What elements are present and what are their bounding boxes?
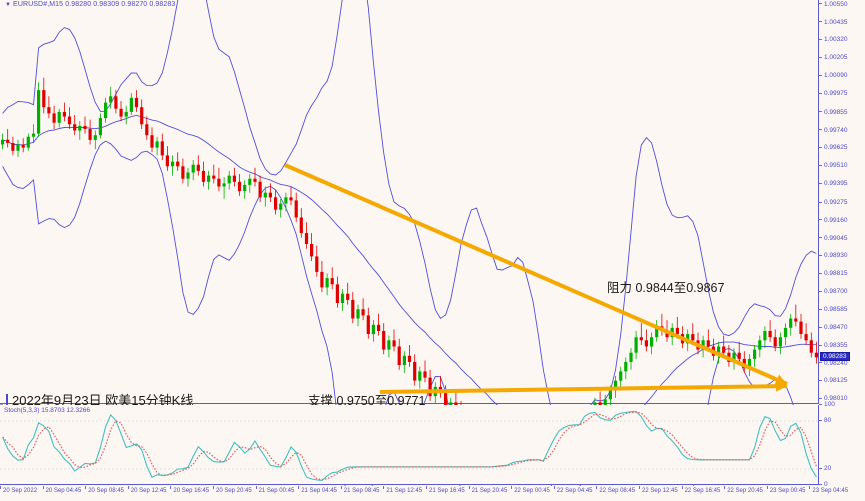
price-tick: 0.98010 [819, 395, 848, 402]
price-tick: 0.99625 [819, 144, 848, 151]
time-tick: 21 Sep 12:45 [383, 486, 423, 494]
price-tick: 0.99740 [819, 127, 848, 134]
annotation-resistance: 阻力 0.9844至0.9867 [607, 281, 725, 295]
time-tick: 20 Sep 16:45 [170, 486, 210, 494]
price-tick: 1.00090 [819, 72, 848, 79]
stochastic-tick: 20 [819, 465, 831, 472]
price-tick: 0.98125 [819, 377, 848, 384]
price-tick: 0.99395 [819, 180, 848, 187]
price-tick: 1.00550 [819, 1, 848, 8]
stochastic-tick: 100 [819, 401, 835, 408]
symbol-quote-label: EURUSD#,M15 0.98280 0.98309 0.98270 0.98… [13, 1, 176, 8]
time-tick: 22 Sep 04:45 [553, 486, 593, 494]
price-tick: 0.98930 [819, 252, 848, 259]
time-tick: 23 Sep 04:45 [809, 486, 849, 494]
price-tick: 0.99510 [819, 162, 848, 169]
price-tick: 0.98815 [819, 270, 848, 277]
time-tick: 21 Sep 20:45 [468, 486, 508, 494]
price-tick: 0.99045 [819, 235, 848, 242]
time-tick: 21 Sep 16:45 [426, 486, 465, 494]
price-axis[interactable]: 1.00550 1.00435 1.00320 1.00205 1.00090 0.999… [819, 0, 865, 488]
collapse-icon[interactable]: ▼ [5, 2, 12, 8]
price-tick: 0.98470 [819, 324, 848, 331]
price-chart-svg [1, 0, 818, 501]
time-tick: 22 Sep 16:45 [681, 486, 721, 494]
price-tick: 0.99855 [819, 109, 848, 116]
time-tick: 22 Sep 20:45 [724, 486, 763, 494]
price-tick: 1.00320 [819, 36, 848, 43]
time-tick: 21 Sep 04:45 [298, 486, 337, 494]
price-chart-panel[interactable]: ▼ EURUSD#,M15 0.98280 0.98309 0.98270 0.9… [0, 0, 819, 501]
trendlines [284, 163, 788, 394]
annotation-support: 支撑 0.9750至0.9771 [308, 394, 426, 408]
stochastic-d-line [2, 411, 817, 481]
support-trendline[interactable] [379, 384, 788, 394]
stochastic-tick: 0 [819, 481, 828, 488]
time-tick: 23 Sep 00:45 [766, 486, 806, 494]
stochastic-svg [0, 411, 819, 481]
price-tick: 0.98355 [819, 342, 848, 349]
chart-header: ▼ EURUSD#,M15 0.98280 0.98309 0.98270 0.9… [5, 1, 175, 8]
date-accent-bar [6, 394, 8, 407]
stochastic-panel[interactable]: Stoch(5,3,3) 15.8703 12.3266 [0, 405, 819, 485]
annotation-date-text: 2022年9月23日 欧美15分钟K线 [12, 393, 194, 408]
time-tick: 20 Sep 04:45 [42, 486, 82, 494]
time-tick: 20 Sep 20:45 [213, 486, 252, 494]
time-tick: 20 Sep 12:45 [127, 486, 167, 494]
time-tick: 20 Sep 2022 [0, 486, 38, 494]
stochastic-k-line [2, 411, 817, 481]
price-tick: 0.98585 [819, 306, 848, 313]
time-tick: 22 Sep 12:45 [639, 486, 678, 494]
time-tick: 21 Sep 08:45 [340, 486, 380, 494]
stochastic-tick: 80 [819, 417, 831, 424]
current-price-label: 0.98283 [820, 351, 850, 361]
stochastic-label: Stoch(5,3,3) 15.8703 12.3266 [4, 407, 91, 414]
resistance-trendline[interactable] [284, 163, 788, 386]
time-axis[interactable]: 20 Sep 2022 20 Sep 04:45 20 Sep 08:45 20 Se… [0, 486, 865, 501]
price-tick: 1.00205 [819, 54, 848, 61]
time-tick: 20 Sep 08:45 [85, 486, 124, 494]
price-tick: 0.99975 [819, 90, 848, 97]
price-tick: 0.98240 [819, 360, 848, 367]
annotation-date: 2022年9月23日 欧美15分钟K线 [6, 390, 193, 409]
time-tick: 22 Sep 08:45 [596, 486, 636, 494]
time-tick: 21 Sep 00:45 [255, 486, 295, 494]
time-tick: 22 Sep 00:45 [511, 486, 550, 494]
price-tick: 1.00435 [819, 19, 848, 26]
price-tick: 0.99160 [819, 217, 848, 224]
price-tick: 0.99275 [819, 199, 848, 206]
price-tick: 0.98700 [819, 288, 848, 295]
